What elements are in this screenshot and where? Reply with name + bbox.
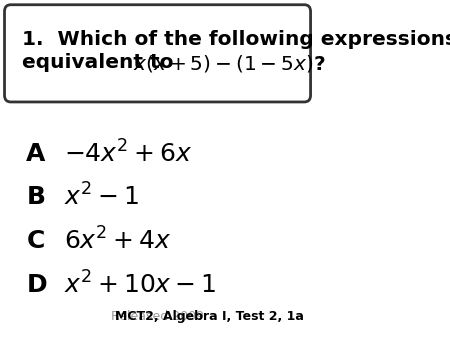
Text: $x^2 - 1$: $x^2 - 1$ xyxy=(64,184,139,211)
Text: MCT2, Algebra I, Test 2, 1a: MCT2, Algebra I, Test 2, 1a xyxy=(116,310,304,323)
Text: 1.  Which of the following expressions is: 1. Which of the following expressions is xyxy=(22,30,450,49)
FancyBboxPatch shape xyxy=(4,5,310,102)
Text: $x^2 + 10x - 1$: $x^2 + 10x - 1$ xyxy=(64,271,216,298)
Text: $-4x^2 + 6x$: $-4x^2 + 6x$ xyxy=(64,140,192,168)
Text: B: B xyxy=(27,186,45,210)
Text: Released 2009: Released 2009 xyxy=(111,310,204,323)
Text: A: A xyxy=(27,142,46,166)
Text: D: D xyxy=(27,273,47,297)
Text: equivalent to: equivalent to xyxy=(22,53,180,72)
Text: $6x^2 + 4x$: $6x^2 + 4x$ xyxy=(64,227,171,255)
Text: $x(x + 5) - (1 - 5x)$?: $x(x + 5) - (1 - 5x)$? xyxy=(133,53,325,74)
Text: C: C xyxy=(27,229,45,253)
